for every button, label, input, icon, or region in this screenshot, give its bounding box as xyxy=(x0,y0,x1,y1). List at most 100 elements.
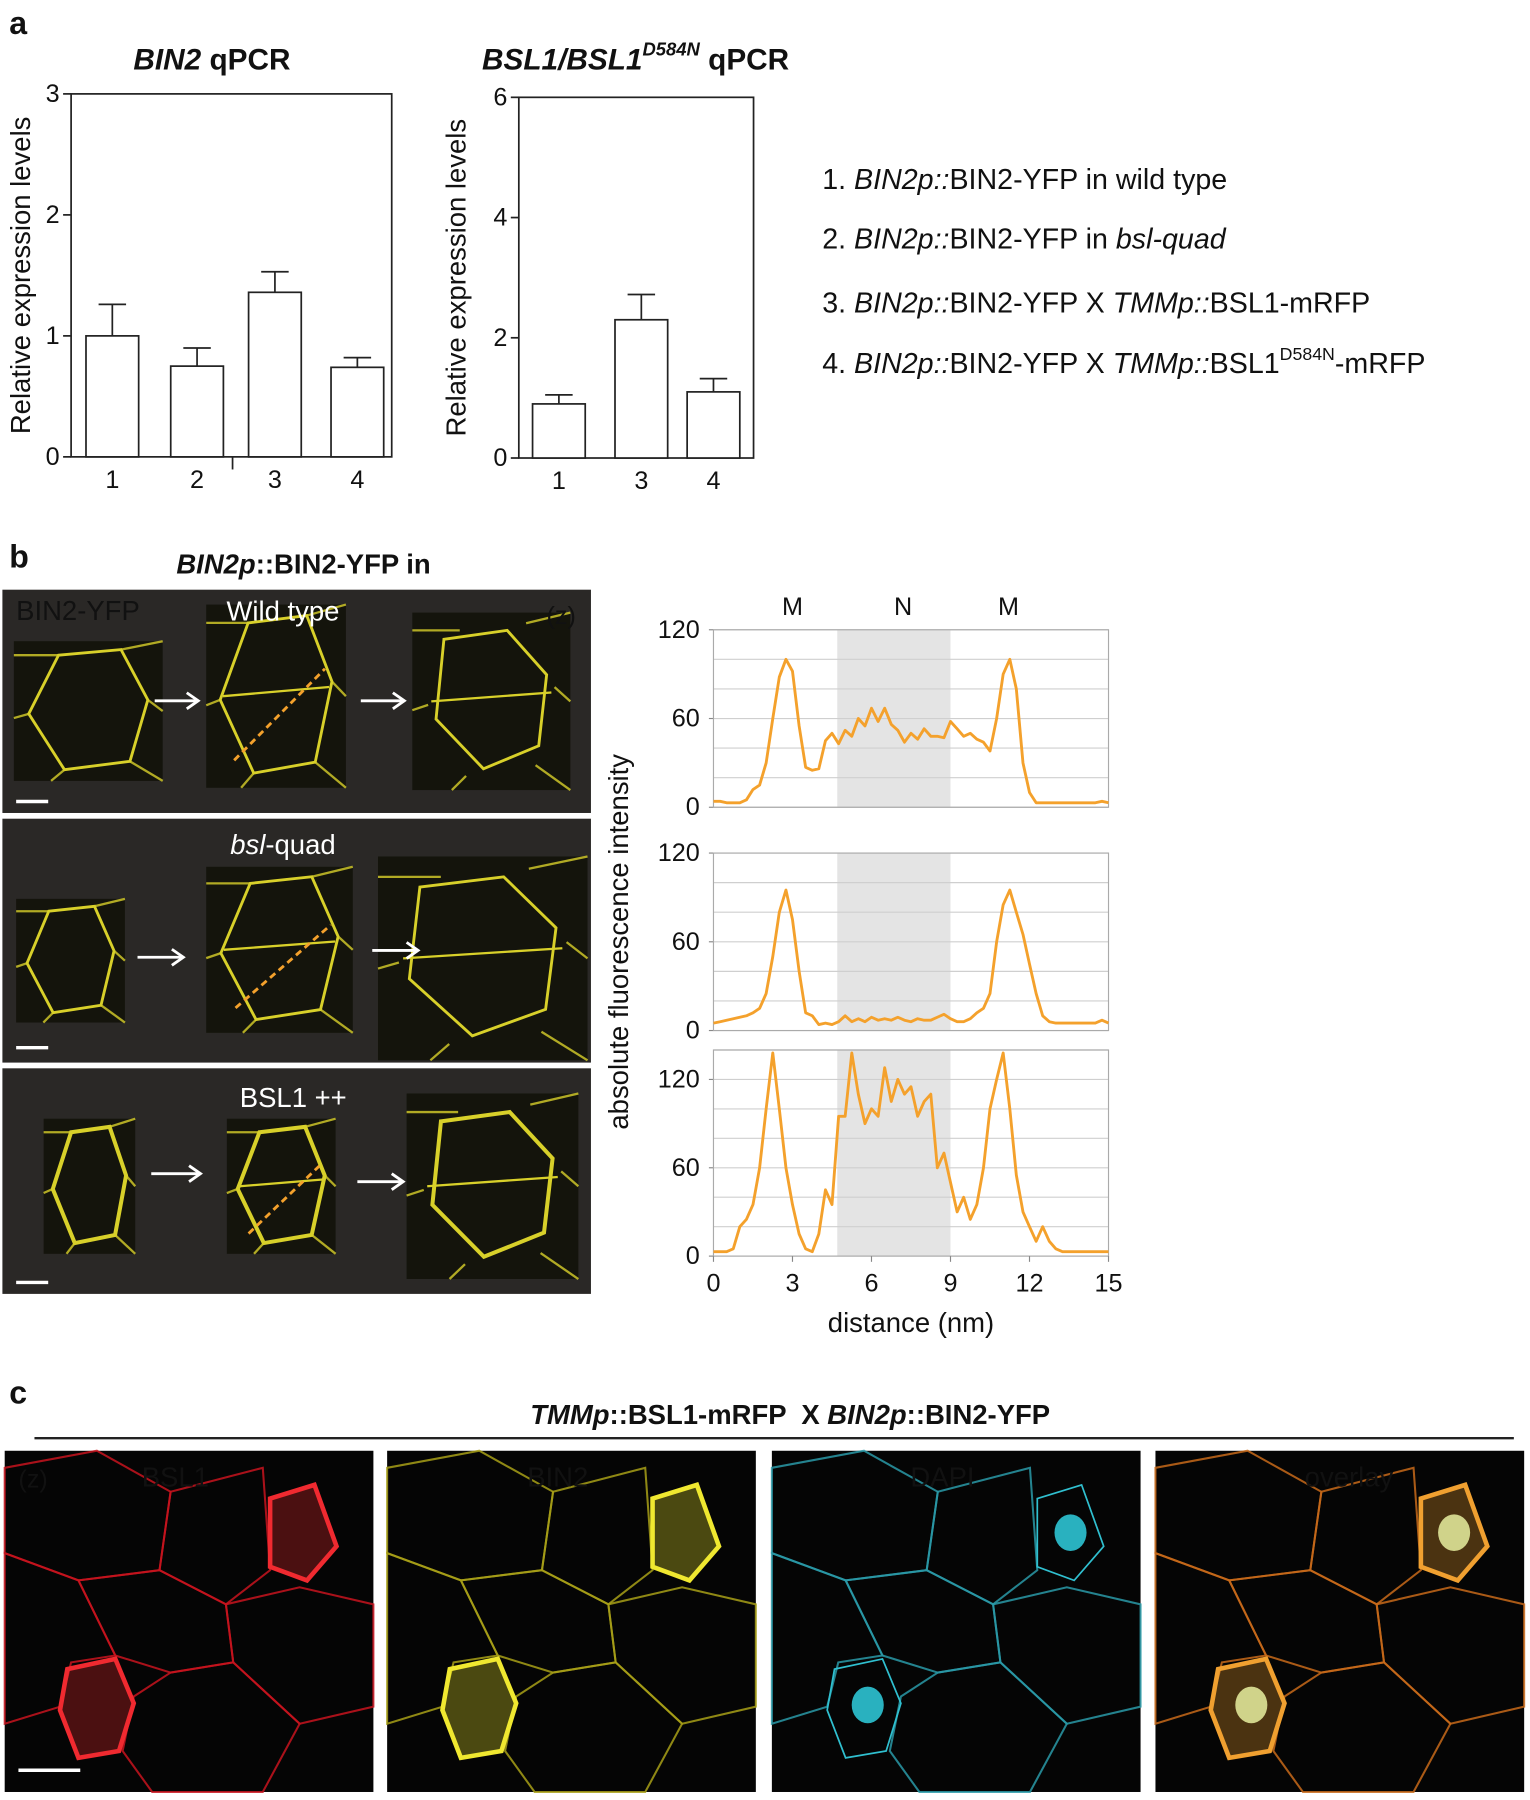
x-tick-label: 3 xyxy=(268,466,282,494)
micrograph xyxy=(387,1450,756,1792)
key-item-part: -mRFP xyxy=(1335,348,1426,380)
cell-outline xyxy=(310,1234,337,1255)
cell-outline xyxy=(15,962,28,968)
cell-outline xyxy=(120,640,163,651)
y-axis-label: absolute fluorescence intensity xyxy=(603,754,634,1130)
y-tick-label: 4 xyxy=(493,204,507,232)
key-item-part: TMMp:: xyxy=(1113,348,1210,380)
x-axis-label: distance (nm) xyxy=(828,1307,994,1338)
chart-title-part: BIN2 xyxy=(133,43,201,76)
channel-label: BIN2-YFP xyxy=(16,595,140,626)
cell-outline xyxy=(304,1117,336,1128)
cell-outline xyxy=(306,603,347,617)
y-tick-label: 120 xyxy=(658,1065,700,1093)
profile-line xyxy=(713,1051,1109,1254)
x-tick-label: 1 xyxy=(552,467,566,495)
cell-outline xyxy=(253,1242,265,1255)
chart-title-part: qPCR xyxy=(201,43,290,76)
chart-title-part: BSL1/BSL1 xyxy=(482,43,642,76)
y-tick-label: 60 xyxy=(672,928,700,956)
z-label: (z) xyxy=(18,1465,47,1493)
cell-outline xyxy=(158,1466,272,1606)
cell-outline xyxy=(434,628,549,771)
cell-outline xyxy=(242,1018,257,1034)
z-label: (z) xyxy=(546,602,575,630)
cell-outline xyxy=(530,1092,579,1106)
plot-frame xyxy=(70,93,393,458)
cell-outline xyxy=(1309,1466,1422,1606)
cell-outline xyxy=(525,611,571,625)
cell-outline xyxy=(121,1661,301,1794)
nucleus xyxy=(1054,1514,1087,1551)
y-tick-label: 120 xyxy=(658,839,700,867)
profile-line xyxy=(713,888,1110,1027)
cell-outline xyxy=(147,698,164,712)
cell-outline xyxy=(539,1252,580,1280)
cell-outline xyxy=(451,775,467,791)
profile-path xyxy=(247,1164,321,1235)
micrograph xyxy=(1155,1450,1525,1792)
genotype-label-part: Wild type xyxy=(226,595,339,626)
profile-line xyxy=(713,657,1109,805)
key-item: 3. BIN2p::BIN2-YFP X TMMp::BSL1-mRFP xyxy=(822,287,1370,319)
cell-outline xyxy=(429,1043,450,1062)
plot-frame xyxy=(712,1049,1110,1257)
x-tick-label: 3 xyxy=(785,1270,799,1298)
key-item-part: 3. xyxy=(822,287,854,319)
bar xyxy=(330,366,385,458)
cell-outline xyxy=(114,1234,137,1255)
genotype-label: bsl-quad xyxy=(230,828,335,859)
cell-outline xyxy=(311,865,354,878)
cell-outline xyxy=(226,1187,239,1195)
bar xyxy=(169,365,225,458)
panel-label: b xyxy=(9,538,29,574)
cell-outline xyxy=(888,1661,1069,1794)
region-label: M xyxy=(782,593,803,621)
chart-title: BSL1/BSL1D584N qPCR xyxy=(482,39,789,77)
chart-title-part: D584N xyxy=(642,39,700,60)
key-item-part: BIN2p:: xyxy=(854,287,949,319)
panel-heading-part: TMMp xyxy=(530,1399,609,1430)
bright-cell xyxy=(440,1656,519,1761)
y-tick-label: 2 xyxy=(46,201,60,229)
arrow-head xyxy=(171,948,186,967)
panel-heading-part: BIN2p xyxy=(827,1399,906,1430)
cell-outline xyxy=(431,691,552,703)
region-label: N xyxy=(894,593,912,621)
bar xyxy=(614,318,669,459)
x-tick-label: 2 xyxy=(190,466,204,494)
cell-outline xyxy=(925,1466,1039,1606)
arrow-head xyxy=(392,691,407,710)
key-item-part: BSL1-mRFP xyxy=(1210,287,1371,319)
micrograph xyxy=(771,1450,1141,1792)
cell-outline xyxy=(113,949,126,962)
key-item-part: BIN2p:: xyxy=(854,164,949,196)
cell-outline xyxy=(427,1175,558,1188)
bright-cell xyxy=(650,1482,722,1584)
y-tick-label: 0 xyxy=(46,443,60,471)
panel-heading-part: ::BSL1-mRFP X xyxy=(610,1399,828,1430)
x-tick-label: 4 xyxy=(350,466,364,494)
panel-heading: BIN2p::BIN2-YFP in xyxy=(176,548,430,579)
arrow-head xyxy=(188,1164,203,1183)
x-tick-label: 4 xyxy=(706,467,720,495)
cell-outline xyxy=(553,686,572,703)
key-item-part: D584N xyxy=(1280,344,1335,364)
chart-title-part: qPCR xyxy=(700,43,789,76)
bar xyxy=(247,291,303,458)
y-tick-label: 2 xyxy=(493,324,507,352)
cell-outline xyxy=(323,1174,337,1188)
bright-cell xyxy=(57,1656,137,1761)
panel-heading-part: BIN2p xyxy=(176,548,255,579)
key-item-part: TMMp:: xyxy=(1113,287,1210,319)
key-item-part: BIN2-YFP in wild type xyxy=(949,164,1227,196)
y-axis-label: Relative expression levels xyxy=(5,117,36,435)
micrograph xyxy=(4,1450,374,1792)
key-item-part: BIN2p:: xyxy=(854,348,949,380)
y-tick-label: 1 xyxy=(46,322,60,350)
key-item-part: 2. xyxy=(822,223,854,255)
panel-label: a xyxy=(9,5,28,41)
cell-outline xyxy=(100,1004,126,1024)
bright-cell xyxy=(1036,1483,1105,1582)
